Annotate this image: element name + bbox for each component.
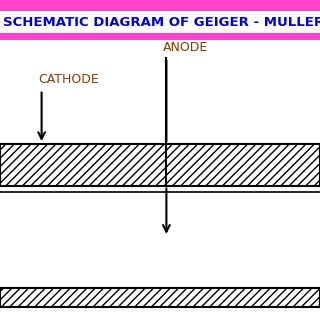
Text: SCHEMATIC DIAGRAM OF GEIGER - MULLER COUNTER: SCHEMATIC DIAGRAM OF GEIGER - MULLER COU… [3,16,320,29]
Bar [0,288,320,307]
Bar [0,33,320,40]
Bar [0,144,320,186]
Text: CATHODE: CATHODE [38,73,99,86]
Text: ANODE: ANODE [163,41,208,54]
Bar [0,0,320,11]
Bar [0,11,320,34]
